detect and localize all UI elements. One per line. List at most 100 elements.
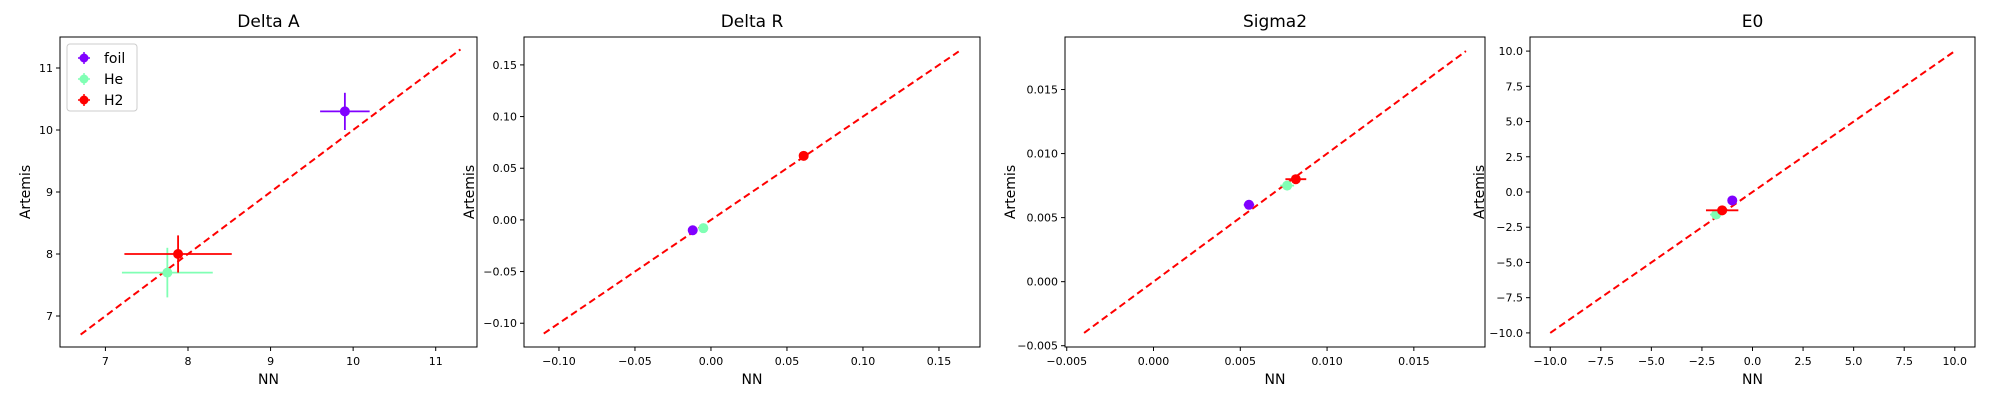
y-tick-label: 0.010 [1027,148,1059,161]
data-point [687,225,698,236]
axes-frame [523,36,981,348]
y-tick-label: −0.05 [483,266,517,279]
chart-title: E0 [1742,12,1764,32]
y-tick-label: −7.5 [1496,292,1523,305]
y-tick-label: −2.5 [1496,221,1523,234]
y-tick-label: 9 [46,186,53,199]
x-tick-label: 0.005 [1225,355,1257,368]
x-tick-label: 10.0 [1943,355,1968,368]
data-point [1282,180,1293,191]
chart-panel-2: −0.10 −0.05 0.00 0.05 0.10 0.15 −0.10 −0.05 0.00… [462,12,981,388]
chart-panel-3: −0.005 0.000 0.005 0.010 0.015 −0.005 0.000 0.0… [1003,12,1486,388]
series-foil [1243,199,1255,210]
x-tick-label: −2.5 [1689,355,1716,368]
y-axis-label: Artemis [1003,165,1019,219]
axes-frame [1064,36,1486,348]
x-tick-label: 0.00 [699,355,724,368]
x-tick-label: −5.0 [1638,355,1665,368]
y-tick-label: 10.0 [1499,45,1524,58]
legend-marker [79,53,89,63]
data-point [798,150,809,161]
series-he [121,247,213,298]
data-point [1243,199,1254,210]
y-axis-label: Artemis [18,165,34,219]
x-tick-label: 2.5 [1794,355,1812,368]
data-point [1717,205,1728,216]
series-foil [687,225,698,236]
data-point [1727,195,1738,206]
series-he [1280,180,1295,191]
x-axis-label: NN [1265,372,1286,388]
data-point [339,106,350,117]
x-tick-label: 0.10 [851,355,876,368]
legend-box [66,43,138,112]
x-tick-label: −7.5 [1587,355,1614,368]
x-tick-label: −0.10 [542,355,576,368]
y-tick-label: 0.10 [493,111,518,124]
y-tick-label: 11 [39,62,53,75]
legend-label: foil [104,51,125,67]
data-point [173,249,184,259]
y-tick-label: 8 [46,248,53,261]
y-tick-label: 10 [39,124,53,137]
x-tick-label: 11 [429,355,443,368]
series-he [698,223,709,234]
series-h2 [798,150,809,161]
legend-label: H2 [104,93,123,109]
data-point [162,267,173,278]
series-h2 [1285,174,1307,185]
x-tick-label: 9 [267,355,274,368]
chart-panel-1: 7 8 9 10 11 7 8 9 10 11 Delta A NN Artemis foil He H2 [18,12,478,388]
legend-marker [79,95,89,105]
y-tick-label: 5.0 [1506,116,1524,129]
x-tick-label: 5.0 [1845,355,1863,368]
x-tick-label: 0.015 [1398,355,1430,368]
chart-title: Sigma2 [1243,12,1307,32]
x-tick-label: 0.05 [775,355,800,368]
series-foil [320,92,370,130]
series-foil [1727,195,1738,206]
y-tick-label: 0.00 [493,214,518,227]
x-tick-label: 0.15 [927,355,952,368]
y-tick-label: 0.0 [1506,186,1524,199]
legend: foil He H2 [66,43,138,112]
y-tick-label: 0.15 [493,59,518,72]
chart-title: Delta A [237,12,300,32]
y-tick-label: −10.0 [1489,327,1523,340]
y-tick-label: 7.5 [1506,80,1524,93]
x-tick-label: 10 [346,355,360,368]
y-tick-label: 0.005 [1027,212,1059,225]
x-tick-label: −0.005 [1046,355,1087,368]
y-axis-label: Artemis [462,165,478,219]
x-tick-label: −10.0 [1533,355,1567,368]
identity-line [80,48,462,336]
chart-title: Delta R [721,12,784,32]
y-tick-label: 0.015 [1027,84,1059,97]
x-tick-label: 0.010 [1311,355,1343,368]
chart-panel-4: −10.0 −7.5 −5.0 −2.5 0.0 2.5 5.0 7.5 10.0 −10.0 −7… [1472,12,1976,388]
x-axis-label: NN [742,372,763,388]
identity-line [543,50,960,335]
x-tick-label: 7 [102,355,109,368]
y-tick-label: −0.005 [1017,340,1058,353]
y-tick-label: 0.05 [493,162,518,175]
y-tick-label: 0.000 [1027,276,1059,289]
x-tick-label: −0.05 [618,355,652,368]
data-point [1290,174,1301,185]
y-tick-label: 2.5 [1506,151,1524,164]
series-h2 [124,235,232,273]
x-tick-label: 0.0 [1744,355,1762,368]
y-tick-label: 7 [46,310,53,323]
x-axis-label: NN [258,372,279,388]
legend-label: He [104,72,123,88]
x-axis-label: NN [1742,372,1763,388]
legend-marker [79,74,89,84]
x-tick-label: 8 [184,355,191,368]
y-tick-label: −5.0 [1496,256,1523,269]
identity-line [1549,50,1956,334]
x-tick-label: 0.000 [1138,355,1170,368]
x-tick-label: 7.5 [1895,355,1913,368]
y-tick-label: −0.10 [483,317,517,330]
y-axis-label: Artemis [1472,165,1488,219]
